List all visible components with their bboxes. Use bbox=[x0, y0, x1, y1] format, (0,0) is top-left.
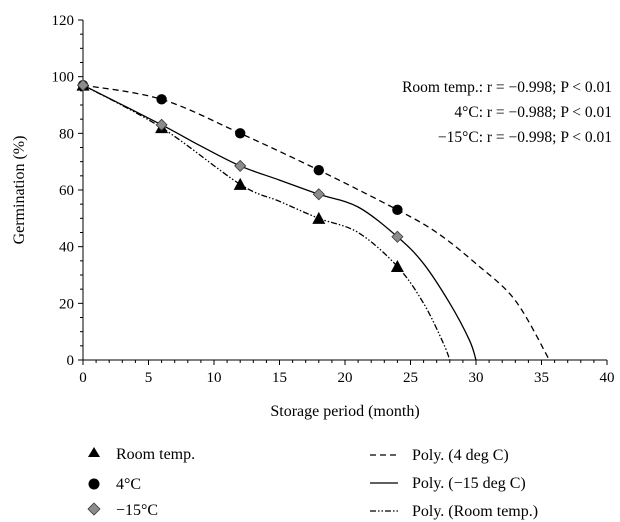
x-tick-label: 40 bbox=[600, 370, 615, 386]
data-point-diamond bbox=[313, 189, 324, 200]
legend-label-minus15c: −15°C bbox=[116, 502, 158, 519]
data-point-circle bbox=[392, 205, 402, 215]
data-point-circle bbox=[314, 165, 324, 175]
x-tick-label: 10 bbox=[207, 370, 222, 386]
y-tick-label: 80 bbox=[59, 126, 74, 142]
y-tick-label: 0 bbox=[67, 353, 75, 369]
annotation-4c: 4°C: r = −0.988; P < 0.01 bbox=[454, 104, 612, 121]
legend-label-room-temp: Room temp. bbox=[116, 446, 195, 463]
x-tick-label: 25 bbox=[403, 370, 418, 386]
data-point-diamond bbox=[235, 160, 246, 171]
trendline-2 bbox=[83, 85, 450, 360]
legend-marker-triangle bbox=[88, 447, 100, 457]
data-point-triangle bbox=[234, 178, 247, 190]
y-tick-label: 100 bbox=[52, 70, 75, 86]
x-tick-label: 15 bbox=[272, 370, 287, 386]
x-axis-title: Storage period (month) bbox=[270, 403, 419, 420]
y-tick-label: 60 bbox=[59, 183, 74, 199]
legend-label-4c: 4°C bbox=[116, 476, 141, 493]
legend-label-poly-4c: Poly. (4 deg C) bbox=[412, 447, 509, 464]
data-point-circle bbox=[235, 128, 245, 138]
x-tick-label: 20 bbox=[338, 370, 353, 386]
legend: Room temp. 4°C −15°C Poly. (4 deg C) Pol… bbox=[88, 446, 538, 520]
x-tick-label: 35 bbox=[534, 370, 549, 386]
trendline-1 bbox=[83, 85, 476, 360]
legend-marker-circle bbox=[89, 479, 100, 490]
annotation-minus15c: −15°C: r = −0.998; P < 0.01 bbox=[438, 129, 612, 146]
annotations: Room temp.: r = −0.998; P < 0.01 4°C: r … bbox=[402, 79, 612, 146]
x-tick-label: 5 bbox=[145, 370, 153, 386]
annotation-room-temp: Room temp.: r = −0.998; P < 0.01 bbox=[402, 79, 612, 96]
x-ticks: 0 5 10 15 20 25 30 35 40 bbox=[79, 360, 614, 386]
y-ticks: 0 20 40 60 80 100 120 bbox=[52, 13, 84, 369]
y-axis-title: Germination (%) bbox=[11, 136, 28, 245]
x-tick-label: 0 bbox=[79, 370, 87, 386]
data-point-circle bbox=[156, 94, 166, 104]
y-tick-label: 40 bbox=[59, 240, 74, 256]
y-tick-label: 20 bbox=[59, 296, 74, 312]
data-point-triangle bbox=[391, 260, 404, 272]
legend-marker-diamond bbox=[88, 503, 100, 515]
legend-label-poly-minus15c: Poly. (−15 deg C) bbox=[412, 475, 526, 492]
legend-label-poly-room-temp: Poly. (Room temp.) bbox=[412, 503, 538, 520]
x-tick-label: 30 bbox=[469, 370, 484, 386]
data-point-triangle bbox=[312, 212, 325, 224]
y-tick-label: 120 bbox=[52, 13, 75, 29]
axes bbox=[83, 20, 607, 360]
